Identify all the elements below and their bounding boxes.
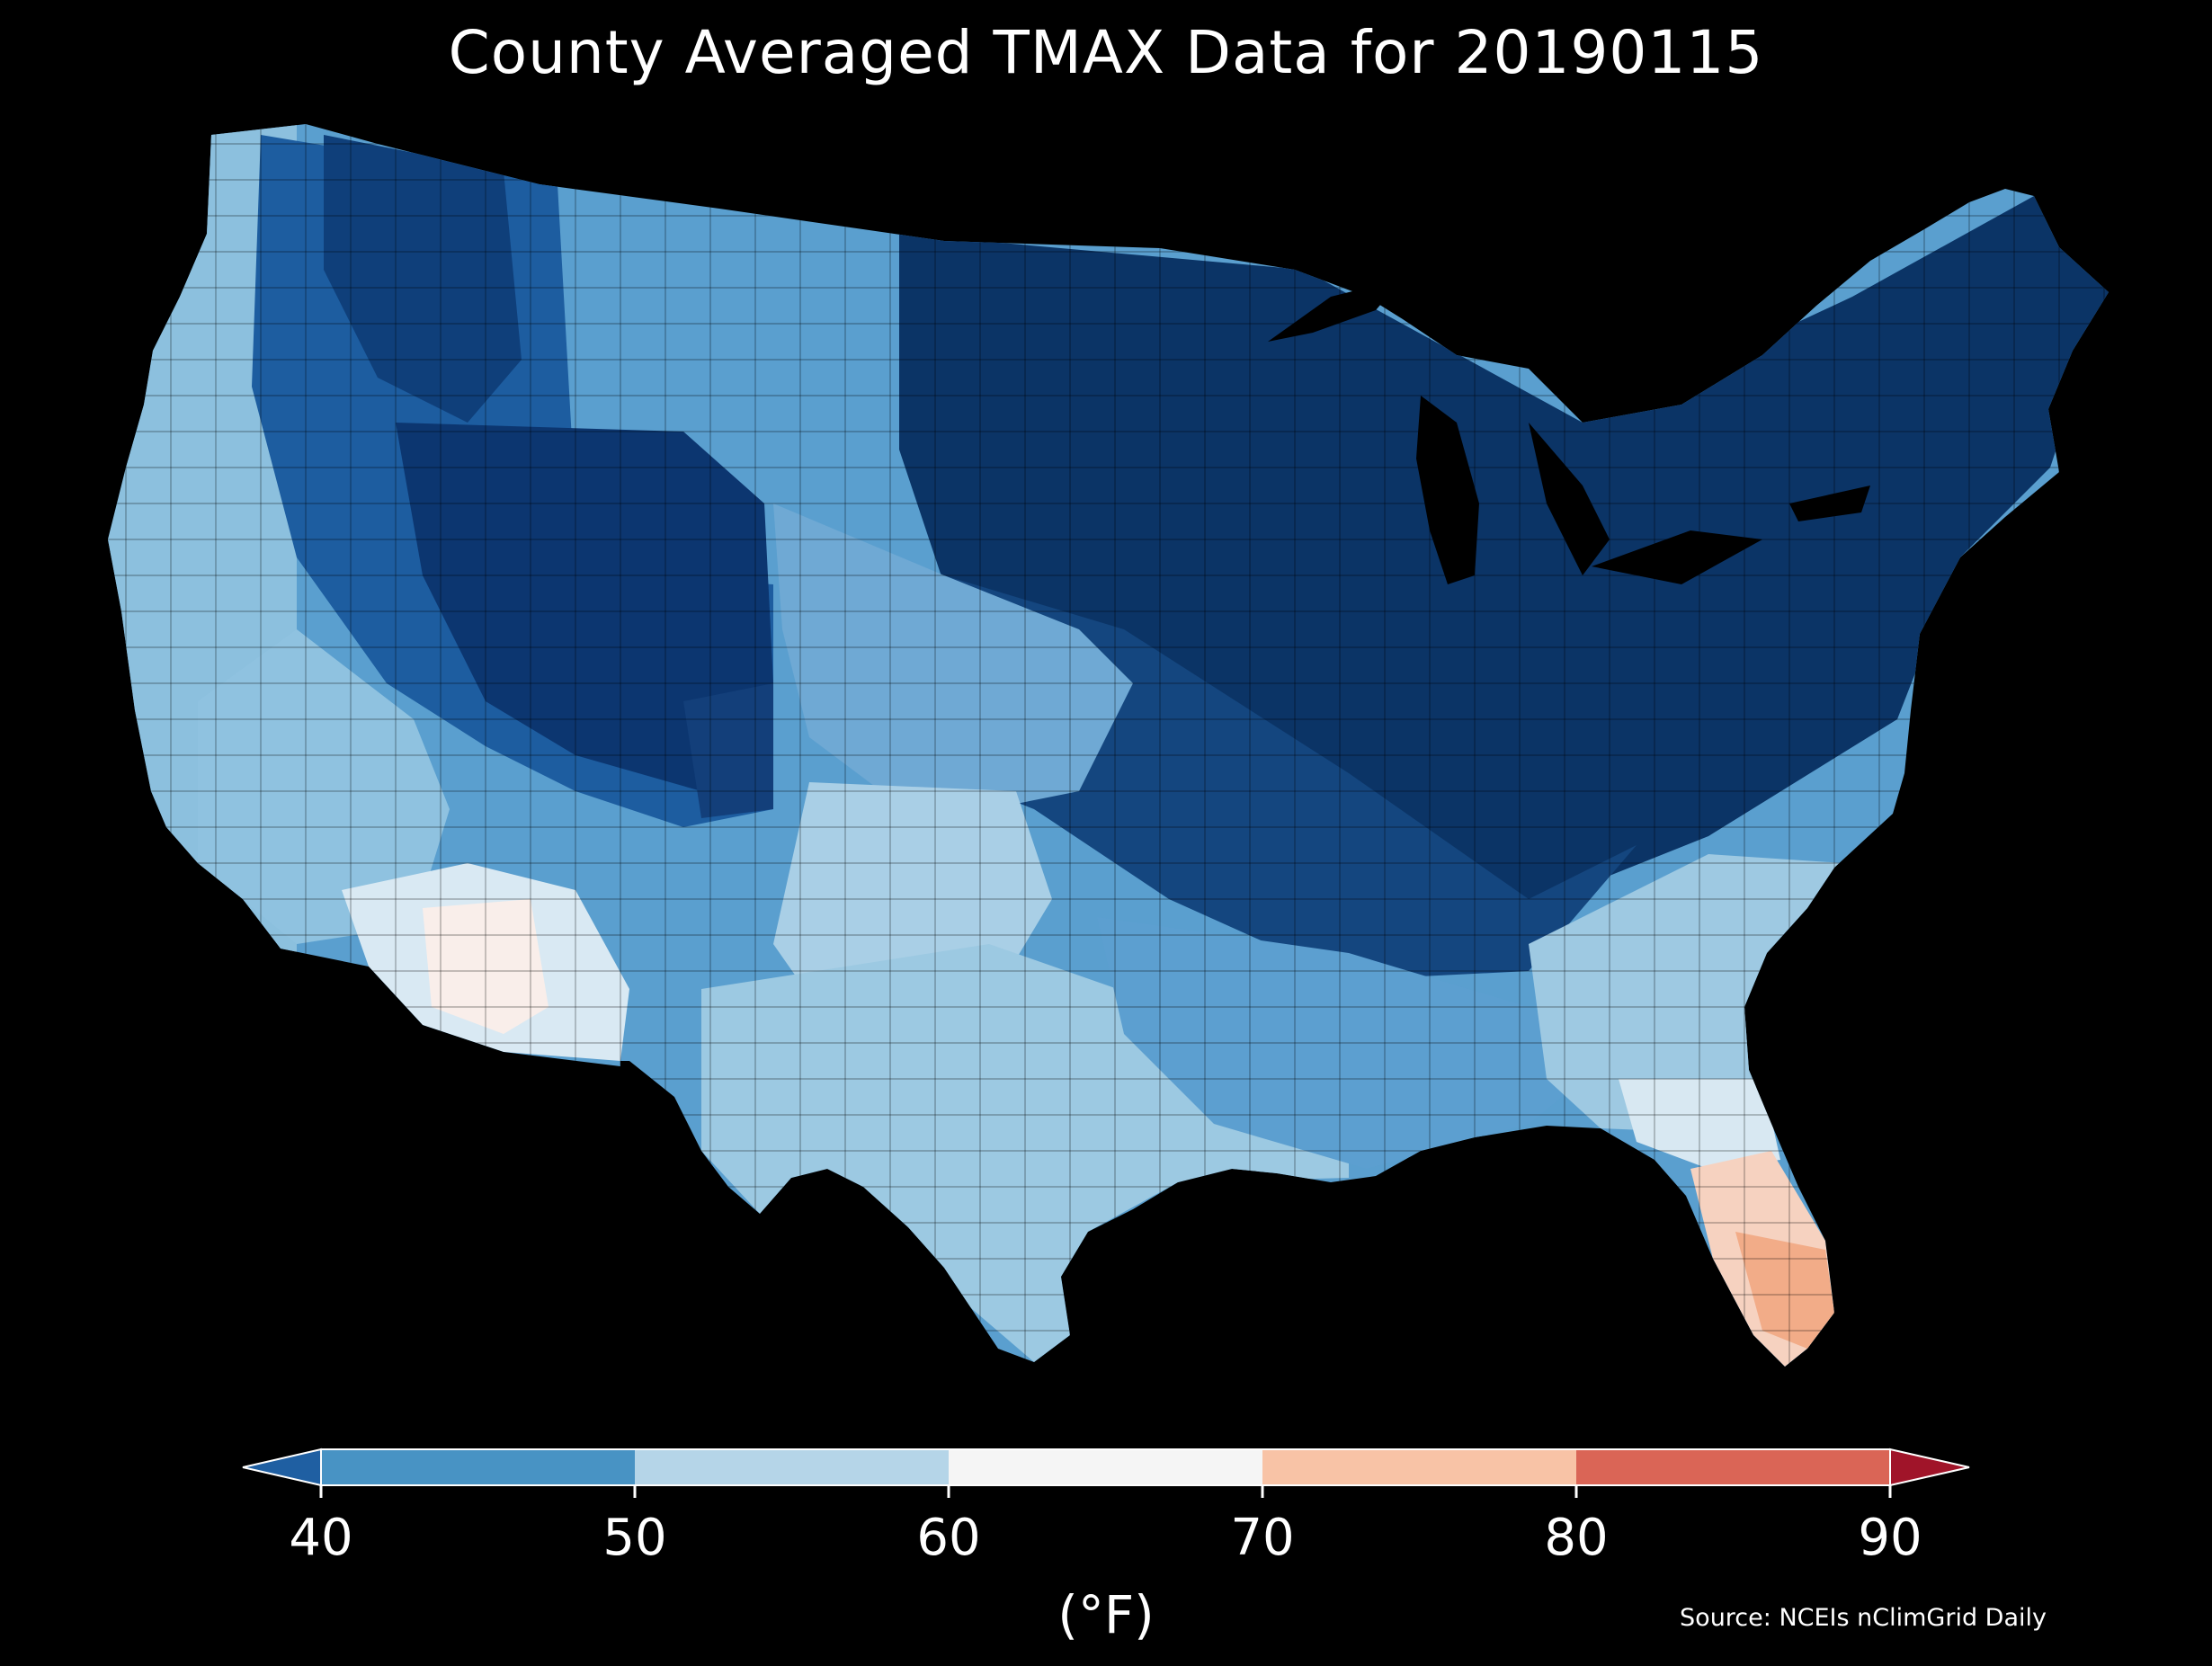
map-title: County Averaged TMAX Data for 20190115	[448, 18, 1764, 87]
colorbar-units: (°F)	[1057, 1584, 1155, 1645]
colorbar-under-arrow	[242, 1448, 322, 1487]
colorbar-bin-60-70	[949, 1449, 1262, 1485]
colorbar	[242, 1448, 1970, 1498]
county-fill	[108, 124, 2109, 1367]
colorbar-bin-40-50	[321, 1449, 635, 1485]
colorbar-bin-80-90	[1576, 1449, 1890, 1485]
tick-label-80: 80	[1544, 1509, 1609, 1567]
colorbar-bin-70-80	[1262, 1449, 1576, 1485]
great-lakes	[1268, 279, 1870, 584]
tick-label-50: 50	[602, 1509, 667, 1567]
tick-label-90: 90	[1858, 1509, 1922, 1567]
tick-label-40: 40	[289, 1509, 353, 1567]
source-credit: Source: NCEIs nClimGrid Daily	[1680, 1604, 2047, 1632]
tick-label-60: 60	[916, 1509, 981, 1567]
colorbar-bin-50-60	[635, 1449, 949, 1485]
tick-label-70: 70	[1230, 1509, 1295, 1567]
colorbar-over-arrow	[1889, 1448, 1970, 1487]
